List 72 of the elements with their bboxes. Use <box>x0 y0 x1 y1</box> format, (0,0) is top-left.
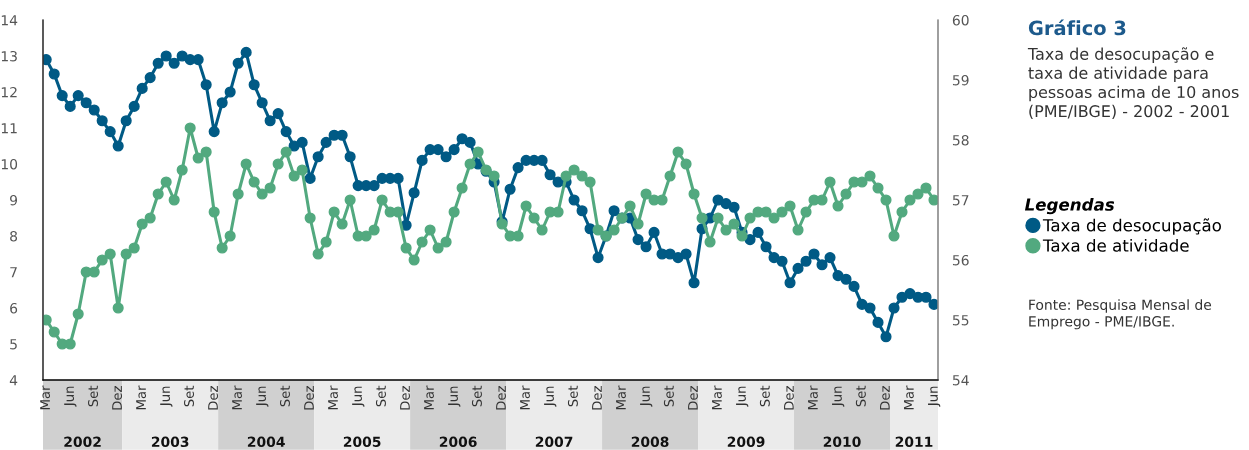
y2-tick-label: 59 <box>952 74 969 86</box>
y2-tick-label: 58 <box>952 134 969 146</box>
x-tick-label: Jun <box>928 386 941 407</box>
text: Gráfico 3 <box>1028 19 1126 36</box>
y-tick-label: 10 <box>1 158 18 170</box>
x-tick-label: Set <box>88 385 99 407</box>
text: 2003 <box>151 436 189 448</box>
x-tick-label: Dez <box>592 386 602 410</box>
x-tick-label: Mar <box>136 385 147 410</box>
x-tick-label: Dez <box>112 386 123 410</box>
x-tick-label: Set <box>759 385 770 407</box>
text: 2011 <box>895 436 933 448</box>
text: 2006 <box>439 436 477 448</box>
x-tick-label: Jun <box>736 386 749 407</box>
x-tick-label: Jun <box>256 386 269 407</box>
y-tick-label: 14 <box>1 15 18 26</box>
x-tick-label: Dez <box>304 386 314 410</box>
text: 2009 <box>727 436 765 448</box>
x-tick-label: Mar <box>616 385 626 410</box>
x-tick-label: Jun <box>640 386 653 407</box>
x-tick-label: Mar <box>424 385 434 410</box>
y-tick-label: 7 <box>10 267 17 278</box>
y2-tick-label: 56 <box>952 254 969 266</box>
x-tick-label: Set <box>375 385 386 407</box>
y2-tick-label: 60 <box>952 14 969 26</box>
x-tick-label: Set <box>567 385 578 407</box>
x-tick-label: Dez <box>496 386 506 410</box>
x-tick-label: Set <box>471 385 482 407</box>
y-tick-label: 9 <box>10 194 18 206</box>
x-tick-label: Jun <box>448 386 461 407</box>
x-tick-label: Set <box>855 385 866 407</box>
y-tick-label: 6 <box>10 302 18 314</box>
x-tick-label: Set <box>184 385 194 407</box>
x-tick-label: Set <box>663 385 674 407</box>
x-tick-label: Mar <box>40 385 51 410</box>
source-note: Fonte: Pesquisa Mensal de Emprego - PME/IBGE. <box>1029 299 1212 330</box>
x-tick-label: Set <box>279 385 290 407</box>
y-tick-label: 11 <box>1 123 17 134</box>
x-tick-label: Jun <box>832 386 845 407</box>
y-tick-label: 12 <box>1 86 17 98</box>
legend-title: Legendas <box>1024 197 1115 215</box>
x-tick-label: Mar <box>904 385 914 410</box>
y-tick-label: 8 <box>10 230 18 242</box>
x-tick-label: Dez <box>784 386 794 410</box>
y-tick-label: 4 <box>9 375 18 386</box>
x-tick-label: Jun <box>352 386 365 407</box>
x-tick-label: Jun <box>160 386 173 407</box>
text: 2008 <box>631 436 669 448</box>
text: 2004 <box>247 436 285 448</box>
y2-tick-label: 54 <box>952 375 969 386</box>
text: 2010 <box>823 436 861 448</box>
text: 2007 <box>535 436 573 448</box>
x-tick-label: Dez <box>208 386 218 410</box>
x-tick-label: Jun <box>64 386 77 407</box>
x-tick-label: Dez <box>400 386 410 410</box>
x-tick-label: Mar <box>328 385 338 410</box>
x-tick-label: Jun <box>544 386 557 407</box>
x-tick-label: Dez <box>688 386 698 410</box>
y-tick-label: 13 <box>1 50 17 62</box>
legend-label: Taxa de desocupação <box>1042 218 1221 235</box>
x-tick-label: Mar <box>712 385 722 410</box>
x-tick-label: Mar <box>808 385 818 410</box>
text: Taxa de desocupação e taxa de atividade para pessoas acima de 10 anos (PME/IBGE) - 2002 - 2001 <box>1027 47 1239 120</box>
y-tick-label: 5 <box>10 339 17 350</box>
y2-tick-label: 57 <box>952 195 969 206</box>
y2-tick-label: 55 <box>952 315 969 326</box>
text: 2002 <box>64 436 101 448</box>
x-tick-label: Mar <box>232 385 242 410</box>
x-tick-label: Dez <box>880 386 890 410</box>
legend-label: Taxa de atividade <box>1042 238 1189 252</box>
text: 2005 <box>343 436 381 448</box>
x-tick-label: Mar <box>520 385 530 410</box>
